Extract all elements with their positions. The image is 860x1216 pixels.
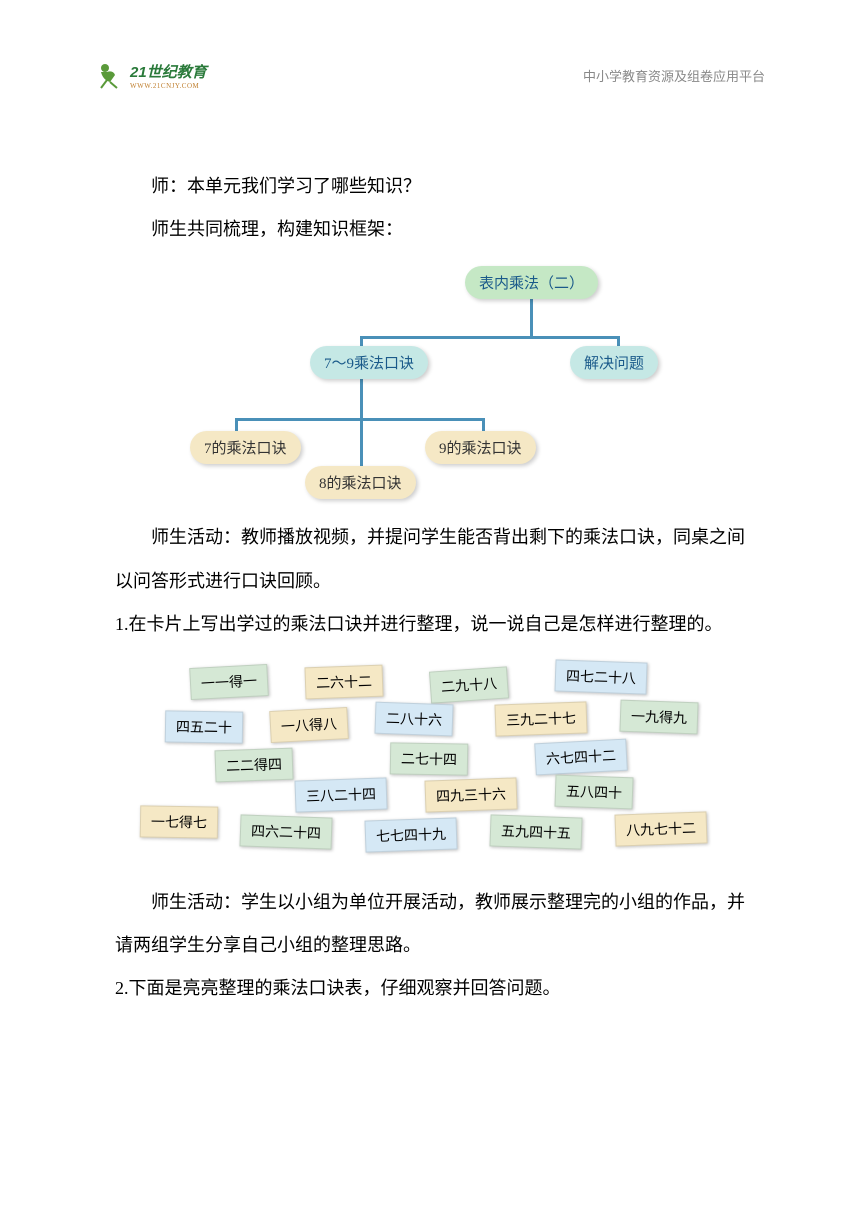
multiplication-card: 二六十二 [304,665,383,700]
multiplication-card: 四九三十六 [424,777,517,812]
paragraph-5: 师生活动：学生以小组为单位开展活动，教师展示整理完的小组的作品，并请两组学生分享… [115,881,745,967]
multiplication-card: 三九二十七 [494,701,587,736]
tree-connector-line [360,418,363,468]
tree-connector-line [530,296,533,336]
tree-node: 7～9乘法口诀 [310,346,428,379]
paragraph-4: 1.在卡片上写出学过的乘法口诀并进行整理，说一说自己是怎样进行整理的。 [115,603,745,646]
tree-connector-line [360,376,363,421]
tree-connector-line [360,336,620,339]
tree-node: 7的乘法口诀 [190,431,301,464]
multiplication-card: 二九十八 [429,666,509,703]
multiplication-card: 五八四十 [554,775,633,810]
paragraph-2: 师生共同梳理，构建知识框架： [115,208,745,251]
multiplication-card: 三八二十四 [294,777,387,812]
multiplication-card: 一八得八 [269,707,349,743]
logo-sub-text: WWW.21CNJY.COM [130,82,207,90]
tree-node: 表内乘法（二） [465,266,598,299]
tree-node: 8的乘法口诀 [305,466,416,499]
knowledge-tree-diagram: 表内乘法（二） 7～9乘法口诀 解决问题 7的乘法口诀 9的乘法口诀 8的乘法口诀 [180,266,680,496]
multiplication-card: 四五二十 [165,710,244,743]
multiplication-card: 八九七十二 [614,811,707,846]
multiplication-card: 二二得四 [214,748,293,783]
multiplication-card: 四七二十八 [554,659,647,694]
multiplication-card: 六七四十二 [534,739,628,776]
multiplication-card: 二八十六 [374,702,453,737]
paragraph-1: 师：本单元我们学习了哪些知识？ [115,165,745,208]
tree-node: 解决问题 [570,346,658,379]
multiplication-cards-diagram: 一一得一二六十二 二九十八 四七二十八四五二十一八得八二八十六 三九二十七一九得九二二… [140,661,720,861]
multiplication-card: 七七四十九 [364,817,457,852]
multiplication-card: 四六二十四 [239,814,332,849]
logo-main-text: 21世纪教育 [130,61,207,82]
multiplication-card: 一一得一 [189,664,269,700]
multiplication-card: 一七得七 [140,805,219,838]
logo: 21世纪教育 WWW.21CNJY.COM [95,60,207,90]
paragraph-3: 师生活动：教师播放视频，并提问学生能否背出剩下的乘法口诀，同桌之间以问答形式进行… [115,516,745,602]
paragraph-6: 2.下面是亮亮整理的乘法口诀表，仔细观察并回答问题。 [115,967,745,1010]
main-content: 师：本单元我们学习了哪些知识？ 师生共同梳理，构建知识框架： 表内乘法（二） 7～… [115,165,745,1011]
multiplication-card: 五九四十五 [489,814,582,849]
header-right-text: 中小学教育资源及组卷应用平台 [583,66,765,85]
tree-node: 9的乘法口诀 [425,431,536,464]
page-header: 21世纪教育 WWW.21CNJY.COM 中小学教育资源及组卷应用平台 [0,50,860,100]
logo-text: 21世纪教育 WWW.21CNJY.COM [130,61,207,90]
logo-icon [95,60,125,90]
multiplication-card: 二七十四 [390,742,469,775]
multiplication-card: 一九得九 [619,700,698,735]
